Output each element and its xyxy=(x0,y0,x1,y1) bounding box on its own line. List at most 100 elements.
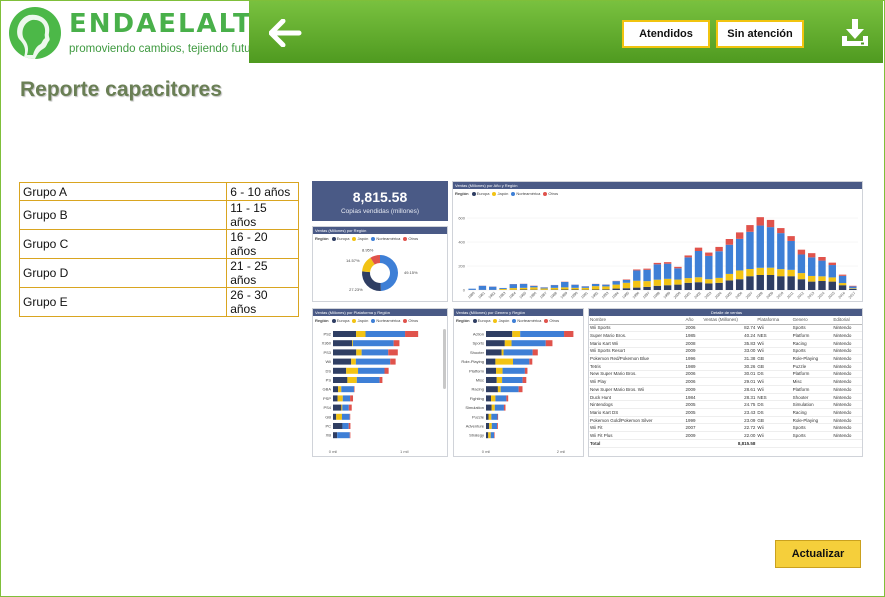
table-row[interactable]: Wii Sports Resort 2009 33.00 Wii Sports Ninte… xyxy=(589,347,862,356)
column-header[interactable]: Genero xyxy=(791,316,833,325)
year-bar-segment xyxy=(818,281,826,290)
year-bar-segment xyxy=(571,287,579,290)
hbar-segment xyxy=(361,349,389,356)
year-bar-segment xyxy=(653,264,662,280)
hbar-segment xyxy=(342,404,349,411)
year-bar-segment xyxy=(612,288,620,290)
table-cell: 22.00 xyxy=(702,431,757,440)
x-tick-label: 1986 xyxy=(529,291,537,299)
legend-dot-icon xyxy=(493,318,498,323)
table-row[interactable]: Super Mario Bros. 1985 40.24 NES Platform Nin… xyxy=(589,331,862,340)
table-row[interactable]: Mario Kart DS 2005 23.43 DS Racing Nintendo xyxy=(589,408,862,417)
table-row[interactable]: Wii Fit 2007 22.72 Wii Sports Nintendo xyxy=(589,423,862,433)
platform-legend: Región Europa Japón Norteamérica Otros xyxy=(313,316,447,325)
category-label: Adventure xyxy=(466,424,485,429)
x-tick-label: 2016 xyxy=(838,291,846,299)
hbar-segment xyxy=(486,331,513,337)
column-header[interactable]: Nombre xyxy=(589,316,685,325)
actualizar-button[interactable]: Actualizar xyxy=(775,540,861,568)
year-bar-segment xyxy=(735,279,744,290)
hbar-segment xyxy=(341,386,354,393)
atendidos-button[interactable]: Atendidos xyxy=(622,20,710,48)
hbar-segment xyxy=(502,367,525,374)
hbar-segment xyxy=(488,413,492,420)
legend-dot-icon xyxy=(511,191,516,196)
hbar-segment xyxy=(520,331,565,337)
table-row[interactable]: Tetris 1989 30.26 GB Puzzle Nintendo xyxy=(589,362,862,371)
sin-atencion-button[interactable]: Sin atención xyxy=(716,20,804,48)
x-tick-label: 2001 xyxy=(683,291,691,299)
year-bar-segment xyxy=(674,268,682,280)
hbar-segment xyxy=(349,413,351,420)
detail-panel: Detalle de ventas Nombre Año Ventas (Millo… xyxy=(588,308,863,457)
year-bar-segment xyxy=(468,288,476,290)
table-row[interactable]: Wii Fit Plus 2009 22.00 Wii Sports Nintendo xyxy=(589,431,862,440)
table-row[interactable]: New Super Mario Bros. 2006 30.01 DS Platform… xyxy=(589,370,862,379)
donut-legend: Región Europa Japón Norteamérica Otros xyxy=(313,234,447,243)
year-bar-segment xyxy=(756,225,764,268)
table-row[interactable]: New Super Mario Bros. Wii 2009 28.61 Wii Pla… xyxy=(589,385,862,394)
table-cell: Wii Play xyxy=(589,377,685,386)
year-bar-segment xyxy=(643,269,651,282)
x-tick-label: 1980 xyxy=(467,291,475,299)
platform-panel: Ventas (Millones) por Plataforma y Regió… xyxy=(312,308,448,457)
year-bar-segment xyxy=(674,279,682,285)
hbar-segment xyxy=(564,331,574,337)
column-header[interactable]: Año xyxy=(684,316,703,325)
back-arrow-icon[interactable] xyxy=(268,18,303,48)
x-tick-label: 1996 xyxy=(632,291,640,299)
hbar-segment xyxy=(356,377,380,383)
year-bar-segment xyxy=(797,279,806,290)
column-header[interactable]: Plataforma xyxy=(756,316,792,325)
year-bar-segment xyxy=(715,251,723,278)
table-cell: 2006 xyxy=(684,370,703,379)
table-cell: Super Mario Bros. xyxy=(589,331,685,340)
table-cell: Puzzle xyxy=(791,362,833,371)
legend-item: Norteamérica xyxy=(511,191,540,196)
table-cell: Nintendo xyxy=(832,385,862,394)
hbar-segment xyxy=(333,340,352,347)
scrollbar-thumb[interactable] xyxy=(443,329,446,389)
x-tick-label: 1988 xyxy=(550,291,558,299)
hbar-segment xyxy=(496,367,503,374)
table-cell: Role-Playing xyxy=(791,354,833,363)
hbar-segment xyxy=(336,413,342,420)
hbar-segment xyxy=(488,432,491,439)
table-row[interactable]: Duck Hunt 1984 28.31 NES Shooter Nintendo xyxy=(589,393,862,402)
year-bar-segment xyxy=(725,280,734,290)
group-name: Grupo E xyxy=(18,287,228,317)
hbar-segment xyxy=(352,340,353,347)
donut-slice xyxy=(362,257,375,273)
category-label: Puzzle xyxy=(472,414,485,419)
table-row[interactable]: Wii Play 2006 29.01 Wii Misc Nintendo xyxy=(589,377,862,386)
hbar-segment xyxy=(333,395,338,402)
hbar-segment xyxy=(502,377,523,383)
year-bar-segment xyxy=(756,267,764,275)
legend-dot-icon xyxy=(471,191,476,196)
table-row[interactable]: Mario Kart Wii 2008 35.83 Wii Racing Nintendo xyxy=(589,339,862,348)
group-range: 6 - 10 años xyxy=(226,182,299,201)
table-row[interactable]: Pokemon Gold/Pokemon Silver 1999 23.09 GB Ro… xyxy=(589,416,862,425)
hbar-segment xyxy=(491,404,495,411)
hbar-segment xyxy=(506,395,509,402)
download-icon[interactable] xyxy=(839,17,871,49)
year-bar-segment xyxy=(849,288,857,289)
table-row[interactable]: Nintendogs 2005 24.75 DS Simulation Nintendo xyxy=(589,400,862,410)
category-label: DS xyxy=(325,368,331,373)
year-bar-segment xyxy=(684,278,692,283)
detail-title: Detalle de ventas xyxy=(589,309,862,316)
year-bar-segment xyxy=(818,257,826,261)
column-header[interactable]: Ventas (Millones) xyxy=(702,316,757,325)
hbar-segment xyxy=(379,377,383,383)
x-tick-label: 0 mil xyxy=(482,449,491,454)
table-row[interactable]: Pokemon Red/Pokemon Blue 1996 31.38 GB Role-… xyxy=(589,354,862,363)
year-bar-segment xyxy=(705,252,713,256)
year-bar-segment xyxy=(509,288,518,290)
column-header[interactable]: Editorial xyxy=(832,316,862,325)
table-row[interactable]: Wii Sports 2006 82.74 Wii Sports Nintendo xyxy=(589,324,862,333)
year-bar-segment xyxy=(633,269,641,271)
hbar-segment xyxy=(494,432,495,439)
group-range: 16 - 20 años xyxy=(226,229,299,259)
year-bar-segment xyxy=(519,287,528,290)
year-bar-segment xyxy=(684,282,692,290)
